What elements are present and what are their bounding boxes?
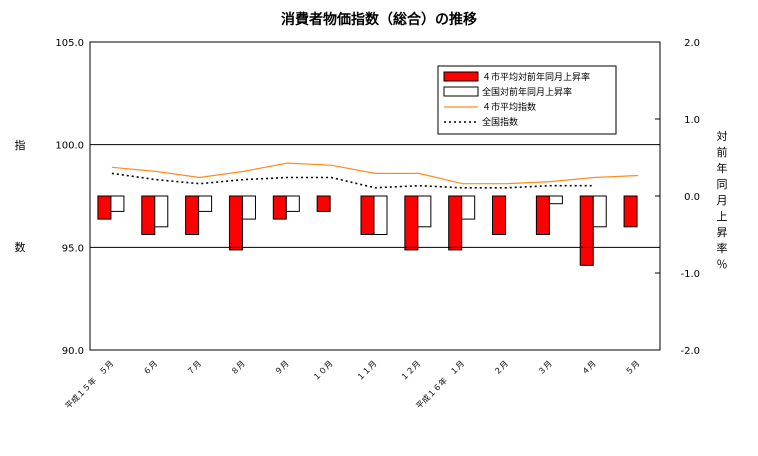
bar-city-avg [185, 195, 200, 235]
series-line-national-index [111, 172, 595, 189]
bar-city-avg [579, 195, 594, 266]
x-tick-label: ９月 [273, 359, 291, 377]
right-tick-label: -2.0 [680, 346, 700, 357]
right-tick-label: 1.0 [684, 115, 700, 126]
x-tick-label: １２月 [399, 359, 422, 382]
right-axis-label-char: 同 [717, 178, 728, 191]
bar-city-avg [141, 195, 156, 235]
bar-national [241, 195, 256, 220]
x-tick-label: ３月 [536, 359, 554, 377]
right-axis-label-char: 年 [717, 161, 728, 175]
x-tick-label: ４月 [580, 359, 598, 377]
left-tick-label: 90.0 [62, 346, 84, 357]
x-tick-label: １１月 [355, 359, 378, 382]
bar-city-avg [228, 195, 243, 251]
bar-national [373, 195, 388, 235]
series-line-city-avg-index [111, 162, 639, 185]
x-tick-label: ７月 [185, 359, 203, 377]
left-axis-label-bottom: 数 [15, 241, 26, 254]
bar-national [461, 195, 476, 220]
bar-city-avg [535, 195, 550, 235]
right-axis-label-char: 昇 [717, 226, 728, 239]
x-tick-label: 平成１６年 １月 [414, 358, 466, 410]
right-axis-label-char: 上 [717, 210, 728, 223]
legend-label: 全国対前年同月上昇率 [482, 86, 572, 98]
bar-national [417, 195, 432, 228]
right-axis-label-char: 率 [717, 241, 728, 255]
bar-national [110, 195, 125, 212]
bar-city-avg [404, 195, 419, 251]
bar-national [154, 195, 169, 228]
x-tick-label: 平成１５年 ５月 [63, 358, 115, 410]
legend-label: 全国指数 [482, 116, 518, 128]
right-tick-label: 2.0 [684, 38, 700, 49]
line-layer [111, 162, 639, 189]
bar-city-avg [492, 195, 507, 235]
bar-city-avg [360, 195, 375, 235]
x-tick-label: １０月 [311, 359, 334, 382]
right-tick-label: -1.0 [680, 269, 700, 280]
bar-city-avg [623, 195, 638, 228]
left-tick-label: 105.0 [55, 38, 84, 49]
left-axis-label-top: 指 [15, 138, 26, 152]
right-axis-label-char: 月 [717, 194, 728, 207]
bar-national [592, 195, 607, 228]
bar-city-avg [448, 195, 463, 251]
legend-label: ４市平均対前年同月上昇率 [482, 71, 590, 83]
bar-city-avg [316, 195, 331, 212]
legend-label: ４市平均指数 [482, 101, 536, 113]
right-axis-label-char: ％ [717, 258, 728, 271]
right-tick-label: 0.0 [684, 192, 700, 203]
right-axis-label-char: 対 [717, 129, 728, 143]
legend-swatch [443, 86, 479, 97]
left-tick-label: 100.0 [55, 141, 84, 152]
bar-layer [97, 195, 638, 266]
bar-national [285, 195, 300, 212]
x-tick-label: ６月 [142, 359, 160, 377]
bar-national [198, 195, 213, 212]
x-tick-label: ８月 [229, 359, 247, 377]
bar-city-avg [97, 195, 112, 220]
bar-national [548, 195, 563, 205]
right-axis-label-char: 前 [717, 145, 728, 159]
left-tick-label: 95.0 [62, 243, 84, 254]
chart-title: 消費者物価指数（総合）の推移 [281, 11, 477, 28]
legend-swatch [443, 71, 479, 82]
x-tick-label: ５月 [624, 359, 642, 377]
x-tick-label: ２月 [492, 359, 510, 377]
bar-city-avg [272, 195, 287, 220]
